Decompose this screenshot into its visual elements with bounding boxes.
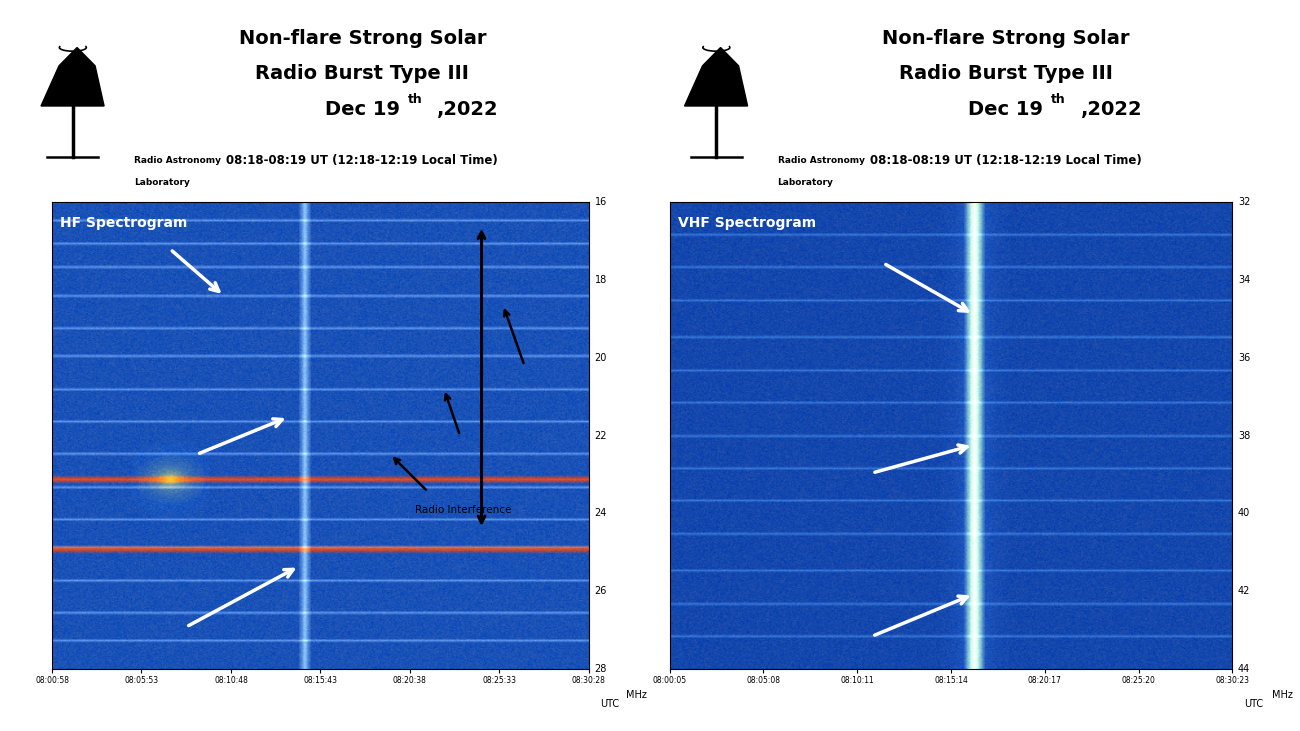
Text: Laboratory: Laboratory: [134, 178, 190, 187]
Text: 20: 20: [594, 353, 607, 363]
Text: th: th: [1050, 93, 1066, 106]
Text: Radio Burst Type III: Radio Burst Type III: [255, 64, 469, 83]
Text: Non-flare Strong Solar: Non-flare Strong Solar: [883, 29, 1130, 48]
Text: Radio Interference: Radio Interference: [415, 505, 511, 515]
Text: th: th: [407, 93, 422, 106]
Text: Radio Burst Type III: Radio Burst Type III: [898, 64, 1113, 83]
Text: Non-flare Strong Solar: Non-flare Strong Solar: [239, 29, 486, 48]
Text: UTC: UTC: [599, 699, 619, 709]
Text: Dec 19: Dec 19: [968, 100, 1044, 119]
Text: Radio Astronomy: Radio Astronomy: [134, 156, 221, 165]
Text: 44: 44: [1238, 664, 1251, 674]
Text: 36: 36: [1238, 353, 1251, 363]
Text: 08:18-08:19 UT (12:18-12:19 Local Time): 08:18-08:19 UT (12:18-12:19 Local Time): [226, 154, 498, 167]
Text: MHz: MHz: [627, 690, 647, 700]
Polygon shape: [42, 48, 104, 106]
Text: 24: 24: [594, 508, 607, 518]
Text: 28: 28: [594, 664, 607, 674]
Text: 34: 34: [1238, 275, 1251, 285]
Text: HF Spectrogram: HF Spectrogram: [60, 216, 187, 230]
Polygon shape: [685, 48, 747, 106]
Text: ,2022: ,2022: [1080, 100, 1143, 119]
Text: 18: 18: [594, 275, 607, 285]
Text: VHF Spectrogram: VHF Spectrogram: [677, 216, 816, 230]
Text: 08:18-08:19 UT (12:18-12:19 Local Time): 08:18-08:19 UT (12:18-12:19 Local Time): [870, 154, 1141, 167]
Text: 32: 32: [1238, 197, 1251, 208]
Text: ,2022: ,2022: [437, 100, 499, 119]
Text: 26: 26: [594, 586, 607, 596]
Text: 16: 16: [594, 197, 607, 208]
Text: 22: 22: [594, 431, 607, 441]
Text: 42: 42: [1238, 586, 1251, 596]
Text: Radio Astronomy: Radio Astronomy: [777, 156, 864, 165]
Text: UTC: UTC: [1244, 699, 1262, 709]
Text: 40: 40: [1238, 508, 1251, 518]
Text: MHz: MHz: [1271, 690, 1292, 700]
Text: 38: 38: [1238, 431, 1251, 441]
Text: Dec 19: Dec 19: [325, 100, 400, 119]
Text: Laboratory: Laboratory: [777, 178, 833, 187]
